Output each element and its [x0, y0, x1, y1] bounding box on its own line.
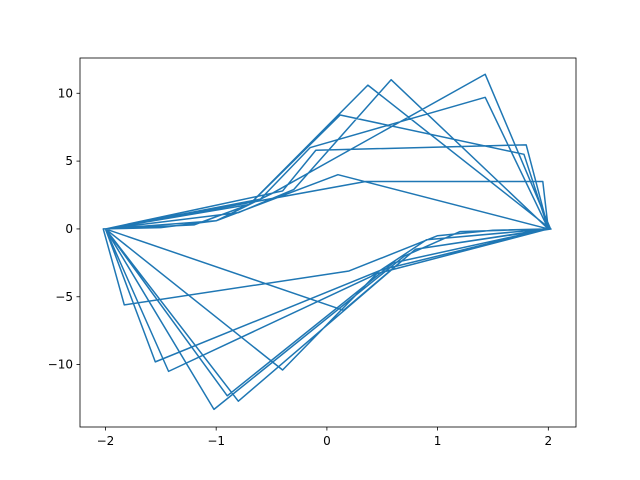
line-series	[102, 73, 552, 411]
x-tick-label: 1	[434, 434, 442, 448]
x-tick-label: 0	[323, 434, 331, 448]
y-tick-label: 0	[65, 222, 73, 236]
x-tick-label: −1	[207, 434, 225, 448]
plot-frame	[79, 57, 577, 428]
y-tick-label: 5	[65, 154, 73, 168]
y-tick-label: −10	[48, 358, 73, 372]
y-tick-label: −5	[55, 290, 73, 304]
y-tick-label: 10	[58, 86, 73, 100]
x-tick-label: −2	[97, 434, 115, 448]
x-tick-label: 2	[545, 434, 553, 448]
